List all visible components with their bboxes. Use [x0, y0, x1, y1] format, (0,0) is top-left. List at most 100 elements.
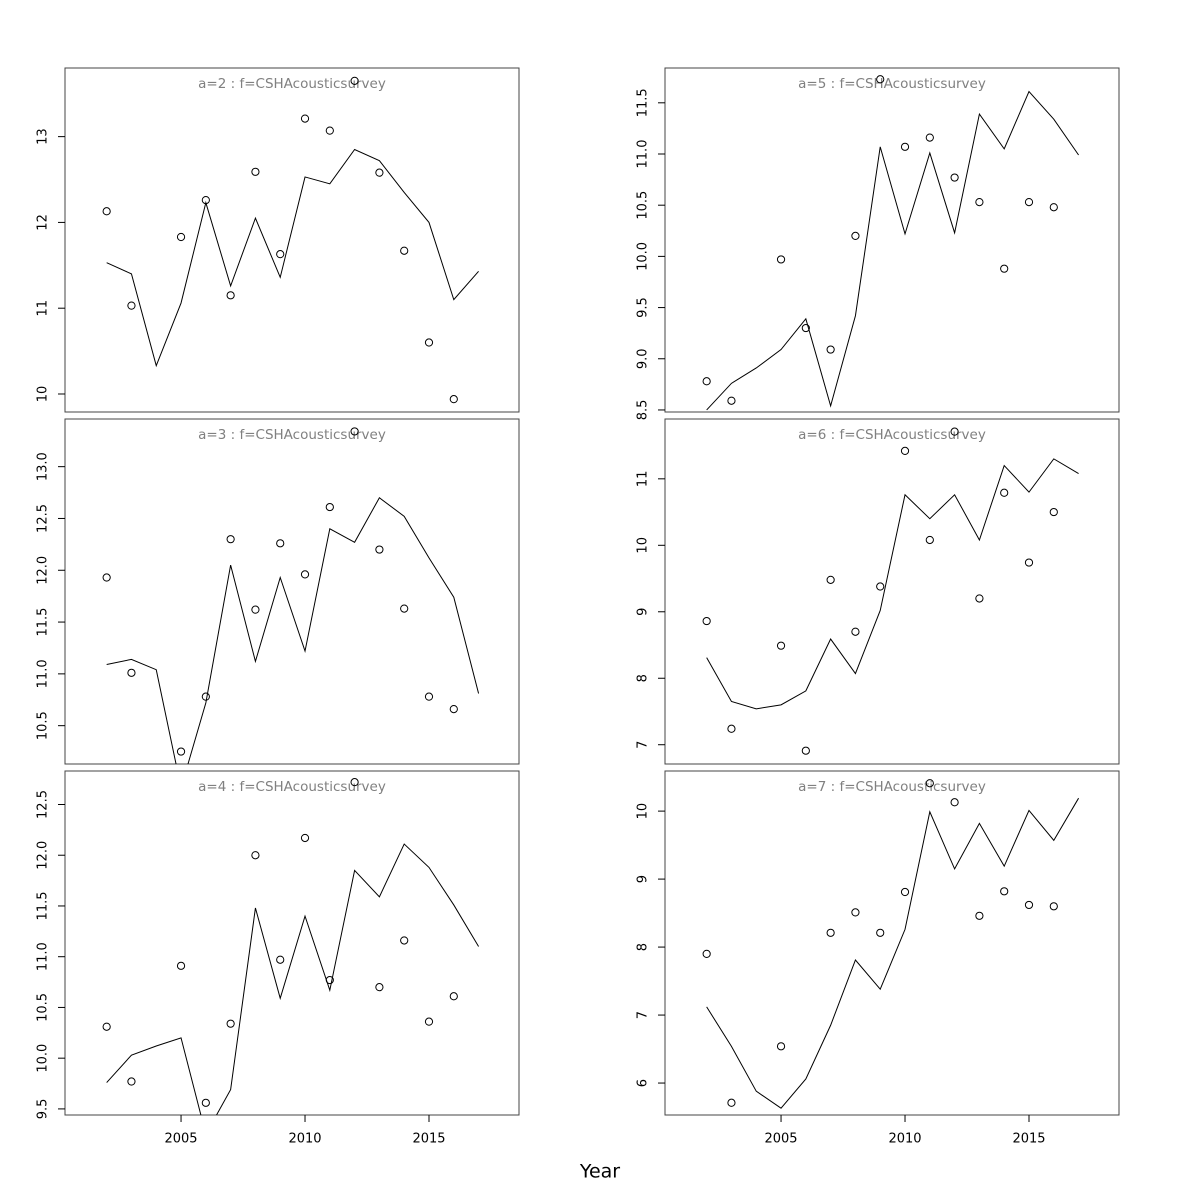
- y-tick-label: 10: [636, 537, 651, 554]
- data-point: [950, 427, 959, 436]
- data-point: [375, 545, 384, 554]
- panel-title: a=2 : f=CSHAcousticsurvey: [198, 76, 386, 92]
- y-tick-label: 11.5: [636, 88, 651, 117]
- data-point: [325, 126, 334, 135]
- data-point: [851, 231, 860, 241]
- y-tick-label: 9: [636, 875, 651, 883]
- panel-title: a=7 : f=CSHAcousticsurvey: [798, 779, 986, 795]
- series-line: [106, 496, 480, 764]
- data-point: [325, 502, 334, 512]
- data-point: [350, 76, 359, 85]
- data-point: [226, 291, 235, 300]
- data-point: [975, 911, 984, 920]
- data-point: [900, 887, 910, 897]
- y-tick-label: 11: [636, 471, 651, 488]
- series-line: [706, 797, 1080, 1109]
- data-point: [727, 1098, 736, 1107]
- panel: a=5 : f=CSHAcousticsurvey 8.5 9.0 9.5 10.0 10…: [636, 67, 1120, 421]
- y-tick-label: 8: [636, 674, 651, 682]
- y-tick-label: 10: [36, 386, 51, 403]
- data-point: [801, 746, 810, 755]
- data-point: [127, 301, 136, 310]
- y-tick-label: 12.0: [36, 556, 51, 585]
- data-point: [702, 949, 711, 958]
- data-point: [251, 167, 260, 176]
- data-point: [1024, 900, 1034, 910]
- data-point: [201, 196, 210, 205]
- y-tick-label: 9: [636, 608, 651, 616]
- data-point: [424, 692, 434, 701]
- panel: a=2 : f=CSHAcousticsurvey 10 11 12 13: [36, 67, 520, 413]
- data-point: [176, 961, 186, 970]
- y-tick-label: 11.5: [36, 608, 51, 637]
- panel-frame: [664, 770, 1120, 1116]
- data-point: [300, 114, 310, 123]
- data-point: [776, 255, 786, 264]
- data-point: [1024, 198, 1034, 207]
- data-point: [424, 1017, 434, 1026]
- data-point: [400, 246, 409, 255]
- y-tick-label: 8.5: [636, 400, 651, 421]
- data-point: [826, 345, 835, 354]
- y-tick-label: 11.5: [36, 891, 51, 920]
- y-tick-label: 10.0: [36, 1044, 51, 1073]
- data-point: [876, 75, 885, 84]
- y-tick-label: 10.5: [636, 191, 651, 220]
- y-tick-label: 7: [636, 741, 651, 749]
- y-tick-label: 13.0: [36, 452, 51, 481]
- x-tick-label: 2005: [164, 1132, 197, 1147]
- y-tick-label: 11.0: [36, 659, 51, 688]
- data-point: [201, 692, 210, 701]
- y-tick-label: 10.5: [36, 711, 51, 740]
- data-point: [876, 928, 885, 937]
- y-tick-label: 10: [636, 803, 651, 820]
- data-point: [276, 955, 285, 964]
- data-point: [201, 1098, 210, 1107]
- data-point: [276, 250, 285, 259]
- y-tick-label: 10.5: [36, 993, 51, 1022]
- y-tick-label: 10.0: [636, 242, 651, 271]
- data-point: [251, 851, 260, 860]
- data-point: [449, 992, 458, 1001]
- y-tick-label: 9.5: [636, 297, 651, 318]
- data-point: [801, 323, 810, 333]
- panel-title: a=3 : f=CSHAcousticsurvey: [198, 427, 386, 443]
- data-point: [276, 539, 285, 548]
- data-point: [102, 1022, 111, 1031]
- data-point: [325, 975, 334, 985]
- panel: a=4 : f=CSHAcousticsurvey 9.5 10.0 10.5 11.0…: [36, 770, 520, 1147]
- data-point: [925, 535, 934, 545]
- panel: a=6 : f=CSHAcousticsurvey 7 8 9 10 11: [636, 418, 1120, 765]
- data-point: [1049, 902, 1058, 911]
- panel-title: a=6 : f=CSHAcousticsurvey: [798, 427, 986, 443]
- y-tick-label: 9.5: [36, 1099, 51, 1120]
- data-point: [102, 573, 111, 582]
- data-point: [851, 908, 860, 917]
- data-point: [102, 207, 111, 216]
- data-point: [449, 704, 458, 714]
- panel: a=7 : f=CSHAcousticsurvey 6 7 8 9 10 2005 2010 2…: [636, 770, 1120, 1147]
- x-tick-label: 2015: [412, 1132, 445, 1147]
- data-point: [176, 747, 186, 756]
- data-point: [950, 173, 959, 182]
- y-tick-label: 11.0: [36, 942, 51, 971]
- x-tick-label: 2005: [764, 1132, 797, 1147]
- y-tick-label: 9.0: [636, 348, 651, 369]
- y-tick-label: 7: [636, 1011, 651, 1019]
- data-point: [127, 1077, 136, 1086]
- data-point: [300, 570, 310, 579]
- data-point: [702, 616, 711, 626]
- y-tick-label: 11: [36, 300, 51, 317]
- x-tick-label: 2015: [1012, 1132, 1045, 1147]
- data-point: [925, 133, 934, 142]
- panel-title: a=4 : f=CSHAcousticsurvey: [198, 779, 386, 795]
- data-point: [900, 446, 910, 456]
- data-point: [975, 198, 984, 207]
- y-tick-label: 12.5: [36, 504, 51, 533]
- data-point: [127, 668, 136, 677]
- y-tick-label: 13: [36, 128, 51, 145]
- x-axis-label: Year: [579, 1161, 620, 1183]
- series-line: [106, 148, 479, 368]
- data-point: [226, 1019, 235, 1028]
- panel-title: a=5 : f=CSHAcousticsurvey: [798, 76, 986, 92]
